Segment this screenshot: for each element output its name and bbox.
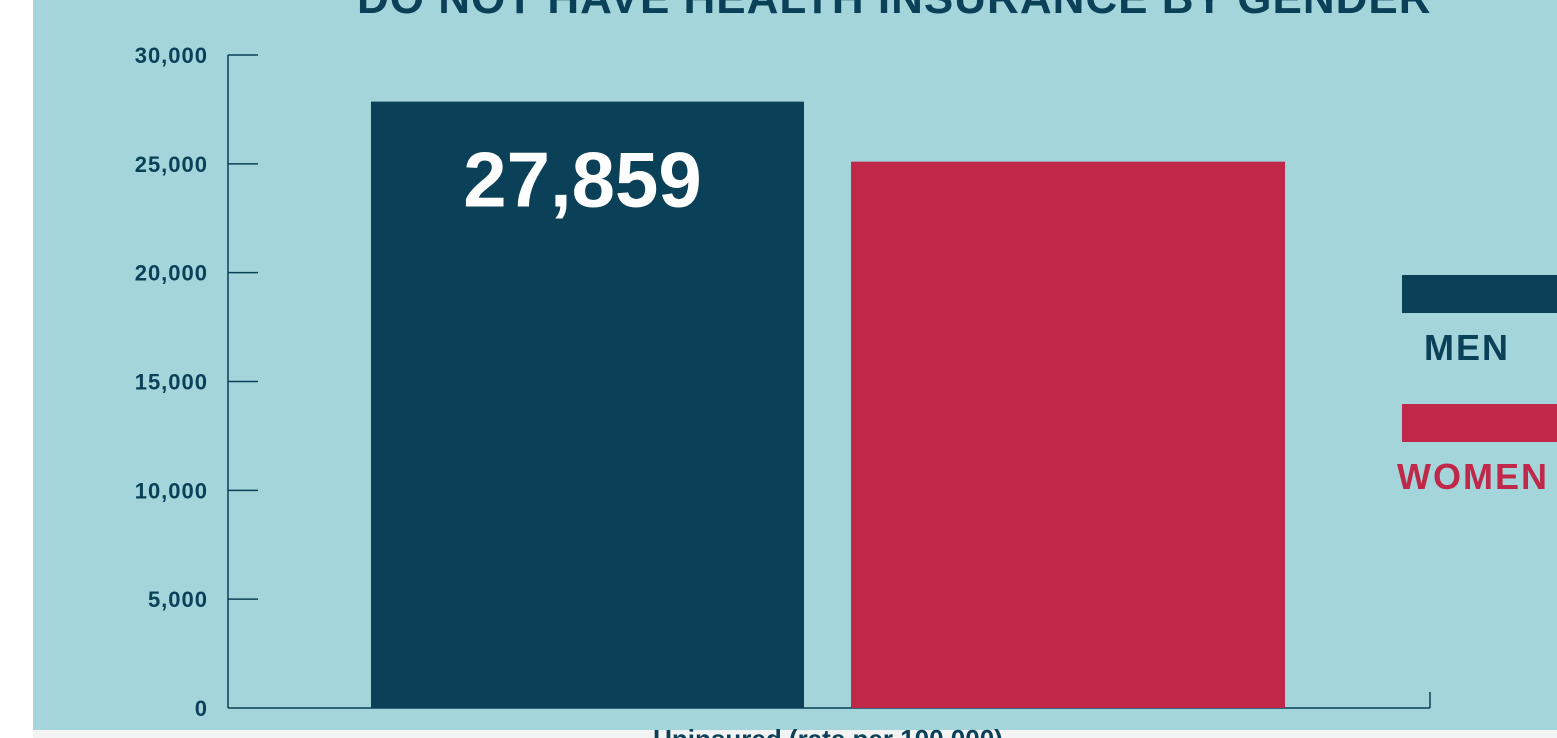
legend-swatch-women: [1402, 404, 1557, 442]
y-tick-label: 25,000: [135, 152, 208, 177]
y-tick-label: 30,000: [135, 43, 208, 68]
y-tick-label: 0: [195, 696, 208, 721]
y-tick-label: 5,000: [148, 587, 208, 612]
y-tick-label: 20,000: [135, 261, 208, 286]
x-axis-label: Uninsured (rate per 100,000): [653, 724, 1003, 738]
legend-swatch-men: [1402, 275, 1557, 313]
legend-label-men: MEN: [1424, 327, 1510, 368]
legend-label-women: WOMEN: [1397, 456, 1549, 497]
y-tick-label: 10,000: [135, 478, 208, 503]
chart-title: DO NOT HAVE HEALTH INSURANCE BY GENDER: [357, 0, 1432, 24]
bar-women: [851, 161, 1285, 708]
bar-men: [371, 101, 804, 709]
bottom-strip: [33, 730, 1557, 738]
data-label-men: 27,859: [463, 136, 702, 224]
y-tick-label: 15,000: [135, 370, 208, 395]
